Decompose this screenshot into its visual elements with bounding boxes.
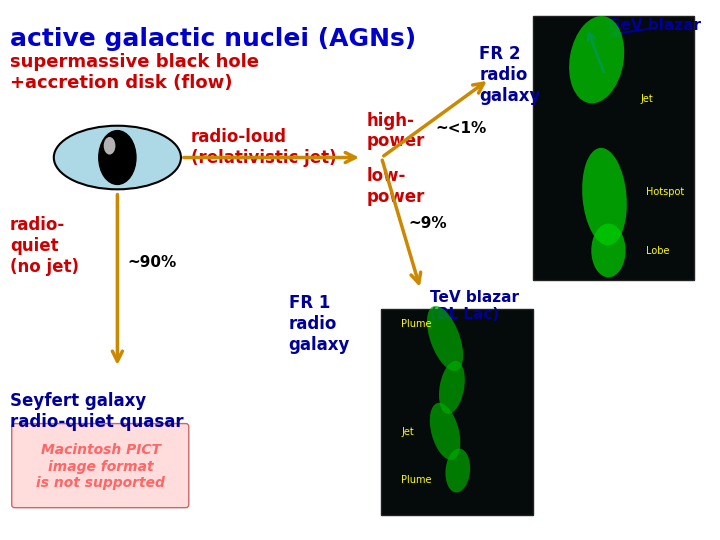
Text: Jet: Jet: [641, 94, 654, 104]
Text: Seyfert galaxy
radio-quiet quasar: Seyfert galaxy radio-quiet quasar: [10, 392, 184, 431]
Text: GeV blazar: GeV blazar: [608, 18, 701, 32]
Text: FR 1
radio
galaxy: FR 1 radio galaxy: [289, 294, 350, 354]
Text: ~9%: ~9%: [409, 216, 448, 231]
Text: Plume: Plume: [401, 475, 431, 485]
FancyBboxPatch shape: [12, 423, 189, 508]
Text: Lobe: Lobe: [646, 246, 669, 255]
Ellipse shape: [569, 16, 624, 103]
Text: active galactic nuclei (AGNs): active galactic nuclei (AGNs): [10, 28, 416, 51]
Ellipse shape: [99, 131, 136, 185]
Text: low-
power: low- power: [366, 167, 426, 206]
Text: ~90%: ~90%: [127, 255, 176, 271]
Text: radio-
quiet
(no jet): radio- quiet (no jet): [10, 216, 78, 276]
Ellipse shape: [104, 137, 115, 154]
Ellipse shape: [430, 403, 460, 460]
Text: Hotspot: Hotspot: [646, 187, 684, 197]
Text: Jet: Jet: [401, 427, 414, 436]
Text: Plume: Plume: [401, 319, 431, 329]
Ellipse shape: [446, 449, 470, 492]
Text: Macintosh PICT
image format
is not supported: Macintosh PICT image format is not suppo…: [36, 443, 165, 490]
Text: radio-loud
(relativistic jet): radio-loud (relativistic jet): [191, 128, 336, 167]
Text: supermassive black hole
+accretion disk (flow): supermassive black hole +accretion disk …: [10, 53, 258, 92]
Text: TeV blazar
(BL Lac): TeV blazar (BL Lac): [431, 289, 519, 322]
Ellipse shape: [427, 306, 463, 371]
Text: high-
power: high- power: [366, 112, 426, 150]
Ellipse shape: [582, 148, 627, 245]
Ellipse shape: [439, 361, 465, 414]
Ellipse shape: [54, 126, 181, 190]
Text: ~<1%: ~<1%: [436, 122, 487, 136]
Ellipse shape: [591, 224, 626, 278]
Text: FR 2
radio
galaxy: FR 2 radio galaxy: [480, 45, 541, 105]
Bar: [382, 309, 533, 515]
Bar: [533, 16, 695, 280]
